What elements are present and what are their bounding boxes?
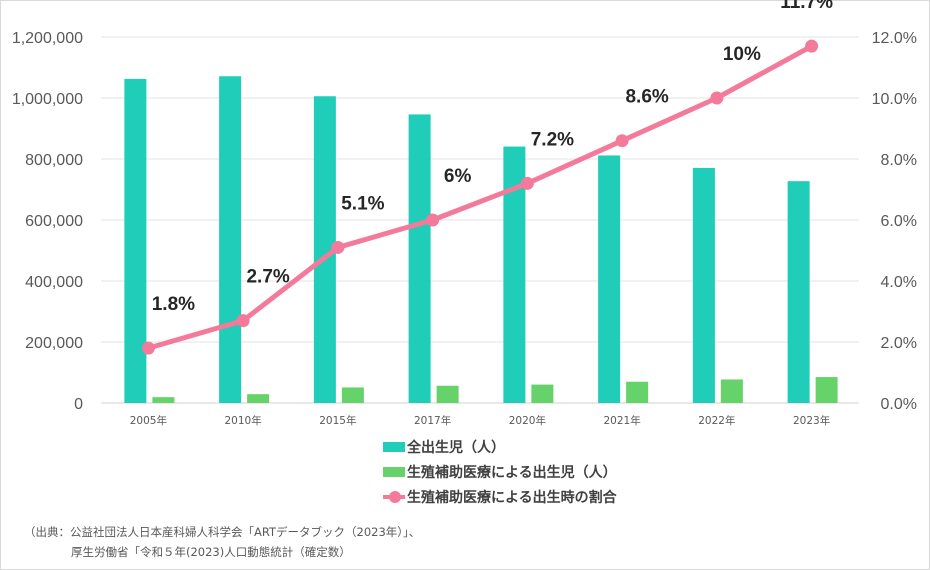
right-axis-tick-label: 8.0%	[881, 152, 917, 169]
ratio-point	[520, 176, 534, 190]
left-axis-tick-label: 200,000	[25, 335, 83, 352]
bar-art-births	[152, 397, 175, 403]
right-axis-tick-label: 2.0%	[881, 335, 917, 352]
ratio-data-label: 11.7%	[780, 0, 833, 13]
ratio-point	[710, 91, 724, 105]
x-axis-tick-label: 2017年	[414, 414, 451, 427]
ratio-line	[147, 43, 813, 351]
ratio-data-label: 10%	[723, 44, 761, 65]
ratio-point	[805, 39, 819, 53]
right-axis-tick-label: 12.0%	[872, 30, 917, 47]
bar-art-births	[436, 385, 459, 403]
ratio-point	[141, 341, 155, 355]
right-axis-tick-label: 4.0%	[881, 274, 917, 291]
ratio-data-label: 1.8%	[152, 294, 195, 315]
legend-swatch-green	[383, 466, 405, 477]
ratio-point	[236, 314, 250, 328]
ratio-data-label: 7.2%	[531, 129, 574, 150]
bar-total-births	[124, 78, 147, 404]
x-axis-tick-label: 2020年	[509, 414, 546, 427]
x-axis-tick-label: 2022年	[698, 414, 735, 427]
bar-total-births	[692, 167, 715, 403]
left-axis-tick-label: 800,000	[25, 152, 83, 169]
ratio-data-label: 5.1%	[341, 193, 384, 214]
x-axis-tick-label: 2015年	[319, 414, 356, 427]
left-axis-tick-label: 1,000,000	[12, 91, 83, 108]
legend-label: 全出生児（人）	[407, 439, 505, 456]
source-note: （出典：公益社団法人日本産科婦人科学会「ARTデータブック（2023年）」、 厚…	[24, 522, 420, 562]
bar-art-births	[247, 394, 270, 403]
x-axis-tick-label: 2021年	[604, 414, 641, 427]
left-axis-tick-label: 0	[74, 396, 83, 413]
bar-total-births	[787, 181, 810, 403]
legend-label: 生殖補助医療による出生時の割合	[407, 489, 617, 506]
ratio-point	[331, 240, 345, 254]
legend: 全出生児（人） 生殖補助医療による出生児（人） 生殖補助医療による出生時の割合	[383, 434, 617, 509]
bar-total-births	[219, 76, 242, 403]
legend-label: 生殖補助医療による出生児（人）	[407, 464, 617, 481]
ratio-data-label: 8.6%	[625, 87, 668, 108]
legend-swatch-line	[383, 490, 405, 503]
ratio-point	[426, 213, 440, 227]
legend-swatch-teal	[383, 441, 405, 452]
bar-total-births	[503, 146, 526, 403]
legend-item-total-births: 全出生児（人）	[383, 434, 617, 459]
bar-total-births	[408, 114, 431, 403]
legend-item-art-ratio: 生殖補助医療による出生時の割合	[383, 484, 617, 509]
bar-total-births	[598, 155, 621, 403]
ratio-data-label: 6%	[444, 166, 472, 187]
legend-item-art-births: 生殖補助医療による出生児（人）	[383, 459, 617, 484]
bar-total-births	[313, 96, 336, 403]
right-axis-tick-label: 0.0%	[881, 396, 917, 413]
right-axis-tick-label: 10.0%	[872, 91, 917, 108]
ratio-point	[615, 134, 629, 148]
x-axis-tick-label: 2005年	[130, 414, 167, 427]
right-axis-tick-label: 6.0%	[881, 213, 917, 230]
bar-art-births	[531, 384, 554, 403]
left-axis-tick-label: 600,000	[25, 213, 83, 230]
x-axis-tick-label: 2010年	[225, 414, 262, 427]
bar-art-births	[815, 377, 838, 403]
bar-art-births	[626, 381, 649, 403]
source-line-1: （出典：公益社団法人日本産科婦人科学会「ARTデータブック（2023年）」、	[24, 525, 421, 539]
left-axis-tick-label: 400,000	[25, 274, 83, 291]
left-axis-tick-label: 1,200,000	[12, 30, 83, 47]
ratio-data-label: 2.7%	[246, 267, 289, 288]
x-axis-tick-label: 2023年	[793, 414, 830, 427]
bar-art-births	[341, 387, 364, 403]
bar-art-births	[720, 379, 743, 403]
source-line-2: 厚生労働省「令和５年(2023)人口動態統計（確定数）	[71, 545, 351, 559]
